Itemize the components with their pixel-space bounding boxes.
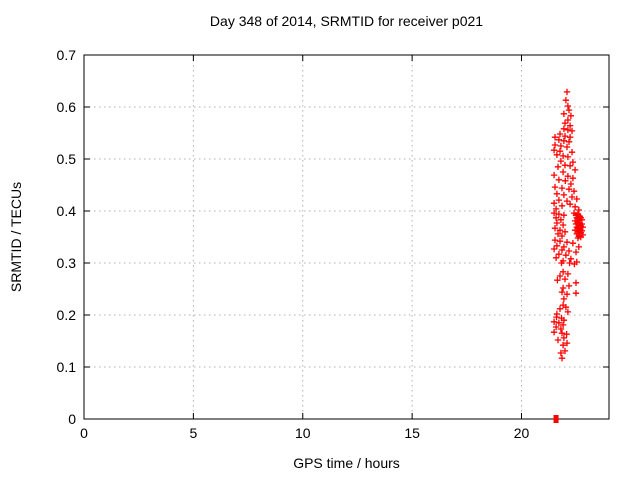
svg-text:0.5: 0.5 (57, 151, 77, 167)
svg-text:0: 0 (80, 425, 88, 441)
series-SRMTID (550, 88, 586, 362)
gridlines (84, 55, 609, 419)
svg-text:0.2: 0.2 (57, 307, 77, 323)
svg-text:0: 0 (68, 411, 76, 427)
x-axis-label: GPS time / hours (293, 455, 400, 471)
series-zero-flag (553, 415, 559, 423)
svg-text:0.7: 0.7 (57, 47, 77, 63)
plot-border (83, 54, 610, 420)
svg-text:10: 10 (295, 425, 311, 441)
svg-text:0.4: 0.4 (57, 203, 77, 219)
svg-text:0.6: 0.6 (57, 99, 77, 115)
x-tick-labels: 0 5 10 15 20 (80, 425, 529, 441)
svg-text:5: 5 (189, 425, 197, 441)
svg-text:0.1: 0.1 (57, 359, 77, 375)
y-tick-labels: 0 0.1 0.2 0.3 0.4 0.5 0.6 0.7 (57, 47, 77, 427)
tick-marks (83, 54, 609, 420)
chart-title: Day 348 of 2014, SRMTID for receiver p02… (209, 13, 484, 29)
svg-text:15: 15 (404, 425, 420, 441)
svg-text:0.3: 0.3 (57, 255, 77, 271)
svg-text:20: 20 (514, 425, 530, 441)
